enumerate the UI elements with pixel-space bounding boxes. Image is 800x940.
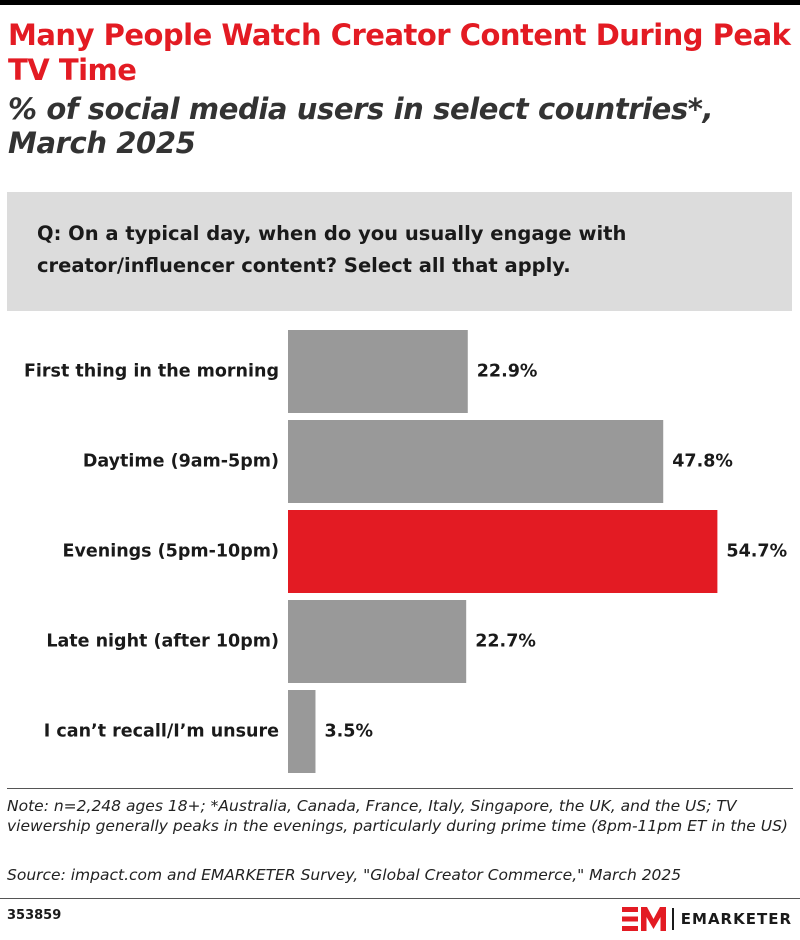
bar-0 — [288, 330, 468, 413]
value-label: 3.5% — [324, 722, 373, 742]
value-label: 54.7% — [726, 542, 787, 562]
category-label: Late night (after 10pm) — [46, 632, 279, 652]
value-label: 22.7% — [475, 632, 536, 652]
category-label: Evenings (5pm-10pm) — [63, 542, 280, 562]
brand-name: EMARKETER — [680, 910, 792, 928]
value-label: 22.9% — [477, 362, 538, 382]
survey-question: Q: On a typical day, when do you usually… — [37, 222, 627, 277]
chart-title: Many People Watch Creator Content During… — [8, 18, 791, 87]
chart-source: Source: impact.com and EMARKETER Survey,… — [7, 866, 682, 884]
bar-chart: First thing in the morning 22.9% Daytime (… — [24, 330, 787, 773]
bar-2 — [288, 510, 718, 593]
chart-note: Note: n=2,248 ages 18+; *Australia, Cana… — [7, 797, 788, 835]
footer-divider — [0, 898, 800, 899]
bar-4 — [288, 690, 316, 773]
category-label: First thing in the morning — [24, 362, 279, 382]
top-rule — [0, 0, 800, 5]
brand-logo: EMARKETER — [621, 905, 792, 933]
category-label: Daytime (9am-5pm) — [83, 452, 279, 472]
bar-1 — [288, 420, 664, 503]
bar-3 — [288, 600, 467, 683]
em-logo-icon — [621, 907, 666, 931]
value-label: 47.8% — [672, 452, 733, 472]
note-divider — [7, 788, 793, 789]
brand-divider — [671, 908, 674, 930]
chart-subtitle: % of social media users in select countr… — [8, 92, 714, 160]
category-label: I can’t recall/I’m unsure — [44, 722, 279, 742]
question-box: Q: On a typical day, when do you usually… — [7, 192, 792, 311]
chart-id: 353859 — [7, 908, 62, 923]
